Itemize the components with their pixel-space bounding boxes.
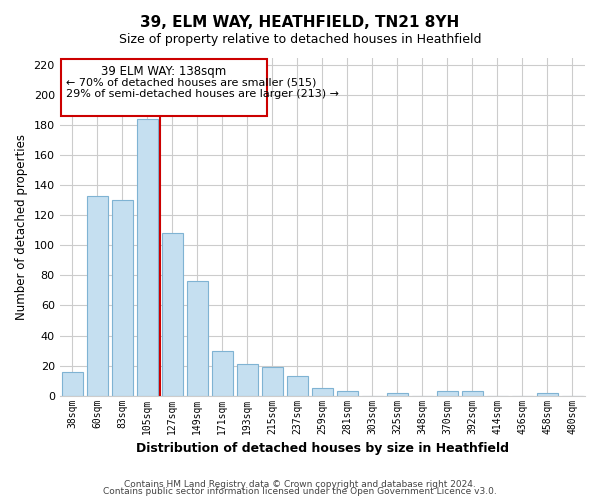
Text: Size of property relative to detached houses in Heathfield: Size of property relative to detached ho… [119,32,481,46]
Bar [61,59,267,116]
Bar [62,372,83,396]
X-axis label: Distribution of detached houses by size in Heathfield: Distribution of detached houses by size … [136,442,509,455]
Text: 39, ELM WAY, HEATHFIELD, TN21 8YH: 39, ELM WAY, HEATHFIELD, TN21 8YH [140,15,460,30]
Bar [262,367,283,396]
Bar [86,196,108,396]
Text: Contains public sector information licensed under the Open Government Licence v3: Contains public sector information licen… [103,487,497,496]
Text: 39 ELM WAY: 138sqm: 39 ELM WAY: 138sqm [101,65,227,78]
Bar [212,350,233,396]
Bar [462,391,483,396]
Text: 29% of semi-detached houses are larger (213) →: 29% of semi-detached houses are larger (… [66,89,339,99]
Bar [312,388,333,396]
Bar [137,119,158,396]
Bar [537,392,558,396]
Bar [112,200,133,396]
Bar [387,392,408,396]
Y-axis label: Number of detached properties: Number of detached properties [15,134,28,320]
Bar [161,234,183,396]
Bar [337,391,358,396]
Bar [187,282,208,396]
Text: ← 70% of detached houses are smaller (515): ← 70% of detached houses are smaller (51… [66,77,316,87]
Bar [287,376,308,396]
Bar [236,364,258,396]
Bar [437,391,458,396]
Text: Contains HM Land Registry data © Crown copyright and database right 2024.: Contains HM Land Registry data © Crown c… [124,480,476,489]
